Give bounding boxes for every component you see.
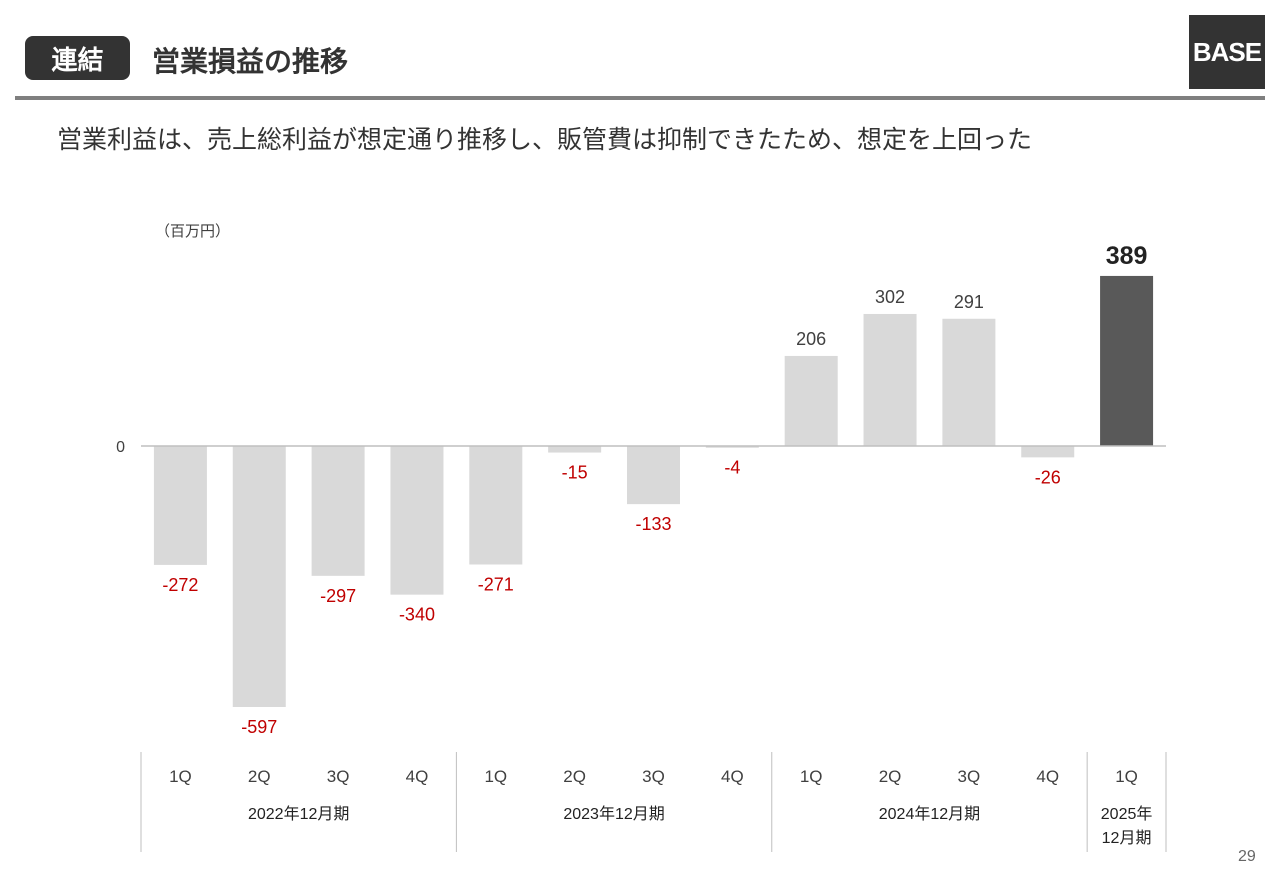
header-divider xyxy=(15,96,1265,100)
data-label: -133 xyxy=(635,514,671,534)
slide-header: 連結 営業損益の推移 BASE xyxy=(0,0,1280,100)
bar xyxy=(863,313,917,446)
fiscal-year-label: 2025年 xyxy=(1101,805,1153,823)
bar xyxy=(311,446,365,576)
quarter-tick-label: 3Q xyxy=(958,767,981,786)
bar xyxy=(153,446,207,565)
bar xyxy=(705,446,759,448)
fiscal-year-label: 2022年12月期 xyxy=(248,805,349,823)
quarter-tick-label: 3Q xyxy=(327,767,350,786)
data-label: 302 xyxy=(875,287,905,307)
data-label: -4 xyxy=(724,458,740,478)
bar xyxy=(942,318,996,446)
quarter-tick-label: 1Q xyxy=(169,767,192,786)
bar xyxy=(390,446,444,595)
bar xyxy=(469,446,523,565)
page-number: 29 xyxy=(1238,848,1256,865)
base-logo: BASE xyxy=(1189,15,1265,89)
bar xyxy=(548,446,602,453)
data-label: -340 xyxy=(399,605,435,625)
fiscal-year-label: 2023年12月期 xyxy=(563,805,664,823)
data-label: 389 xyxy=(1106,242,1148,270)
quarter-tick-label: 3Q xyxy=(642,767,665,786)
data-label: -271 xyxy=(478,574,514,594)
quarter-tick-label: 4Q xyxy=(406,767,429,786)
quarter-tick-label: 2Q xyxy=(563,767,586,786)
data-label: -15 xyxy=(562,463,588,483)
data-label: 291 xyxy=(954,292,984,312)
unit-label: （百万円） xyxy=(155,223,230,240)
quarter-tick-label: 4Q xyxy=(1036,767,1059,786)
quarter-tick-label: 1Q xyxy=(1115,767,1138,786)
zero-label: 0 xyxy=(116,439,125,456)
data-label: 206 xyxy=(796,329,826,349)
quarter-tick-label: 1Q xyxy=(484,767,507,786)
data-label: -272 xyxy=(162,575,198,595)
quarter-tick-label: 1Q xyxy=(800,767,823,786)
fiscal-year-label: 2024年12月期 xyxy=(879,805,980,823)
quarter-tick-label: 4Q xyxy=(721,767,744,786)
bar xyxy=(784,355,838,446)
bar xyxy=(627,446,680,505)
slide-subtitle: 営業利益は、売上総利益が想定通り推移し、販管費は抑制できたため、想定を上回った xyxy=(57,126,1033,154)
data-label: -26 xyxy=(1035,467,1061,487)
bar xyxy=(232,446,286,707)
fiscal-year-label: 12月期 xyxy=(1102,829,1152,847)
bar xyxy=(1021,446,1075,458)
quarter-tick-label: 2Q xyxy=(879,767,902,786)
quarter-tick-label: 2Q xyxy=(248,767,271,786)
slide-title: 営業損益の推移 xyxy=(152,46,349,77)
data-label: -297 xyxy=(320,586,356,606)
bar xyxy=(1100,275,1154,446)
data-label: -597 xyxy=(241,717,277,737)
consolidated-badge: 連結 xyxy=(25,36,130,80)
